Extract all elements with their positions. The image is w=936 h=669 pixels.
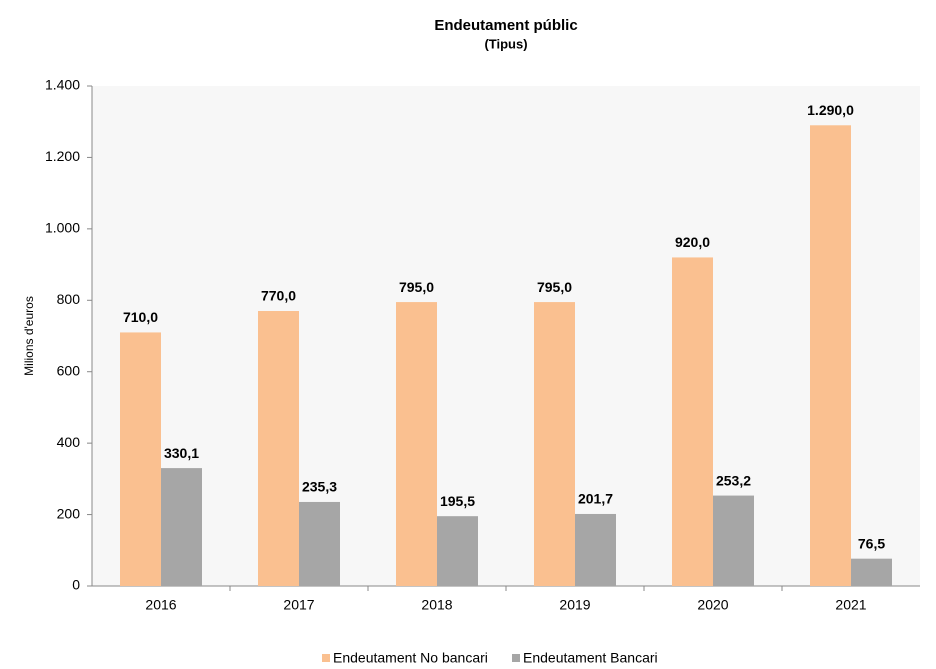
value-label: 330,1 — [164, 445, 199, 461]
y-tick-label: 1.200 — [45, 148, 80, 164]
bar — [396, 302, 437, 586]
value-label: 710,0 — [123, 309, 158, 325]
plot-area — [92, 86, 920, 586]
bar — [672, 257, 713, 586]
value-label: 195,5 — [440, 493, 475, 509]
x-tick-label: 2019 — [559, 597, 590, 613]
y-tick-label: 800 — [57, 291, 81, 307]
value-label: 235,3 — [302, 479, 337, 495]
chart-subtitle: (Tipus) — [484, 36, 527, 51]
bar — [299, 501, 340, 586]
value-label: 795,0 — [537, 279, 572, 295]
value-label: 253,2 — [716, 472, 751, 488]
y-tick-label: 0 — [72, 577, 80, 593]
y-tick-label: 400 — [57, 434, 81, 450]
bar — [851, 558, 892, 586]
bar — [161, 468, 202, 586]
value-label: 76,5 — [858, 535, 885, 551]
bar — [810, 125, 851, 587]
bar — [534, 302, 575, 586]
legend-swatch — [512, 654, 520, 662]
y-tick-label: 1.000 — [45, 220, 80, 236]
bar — [713, 495, 754, 586]
x-tick-label: 2021 — [835, 597, 866, 613]
value-label: 770,0 — [261, 288, 296, 304]
chart-title: Endeutament públic — [434, 17, 577, 34]
value-label: 201,7 — [578, 491, 613, 507]
value-label: 795,0 — [399, 279, 434, 295]
bar — [120, 332, 161, 586]
x-tick-label: 2020 — [697, 597, 728, 613]
bar — [437, 516, 478, 586]
value-label: 920,0 — [675, 234, 710, 250]
bar — [575, 513, 616, 586]
legend-label: Endeutament Bancari — [523, 650, 658, 666]
y-axis-label: Milions d'euros — [22, 296, 36, 376]
legend-label: Endeutament No bancari — [333, 650, 488, 666]
legend-swatch — [322, 654, 330, 662]
y-tick-label: 600 — [57, 362, 81, 378]
y-tick-label: 1.400 — [45, 77, 80, 93]
x-tick-label: 2018 — [421, 597, 452, 613]
x-tick-label: 2017 — [283, 597, 314, 613]
bar — [258, 311, 299, 586]
x-tick-label: 2016 — [145, 597, 176, 613]
y-tick-label: 200 — [57, 505, 81, 521]
value-label: 1.290,0 — [807, 102, 854, 118]
